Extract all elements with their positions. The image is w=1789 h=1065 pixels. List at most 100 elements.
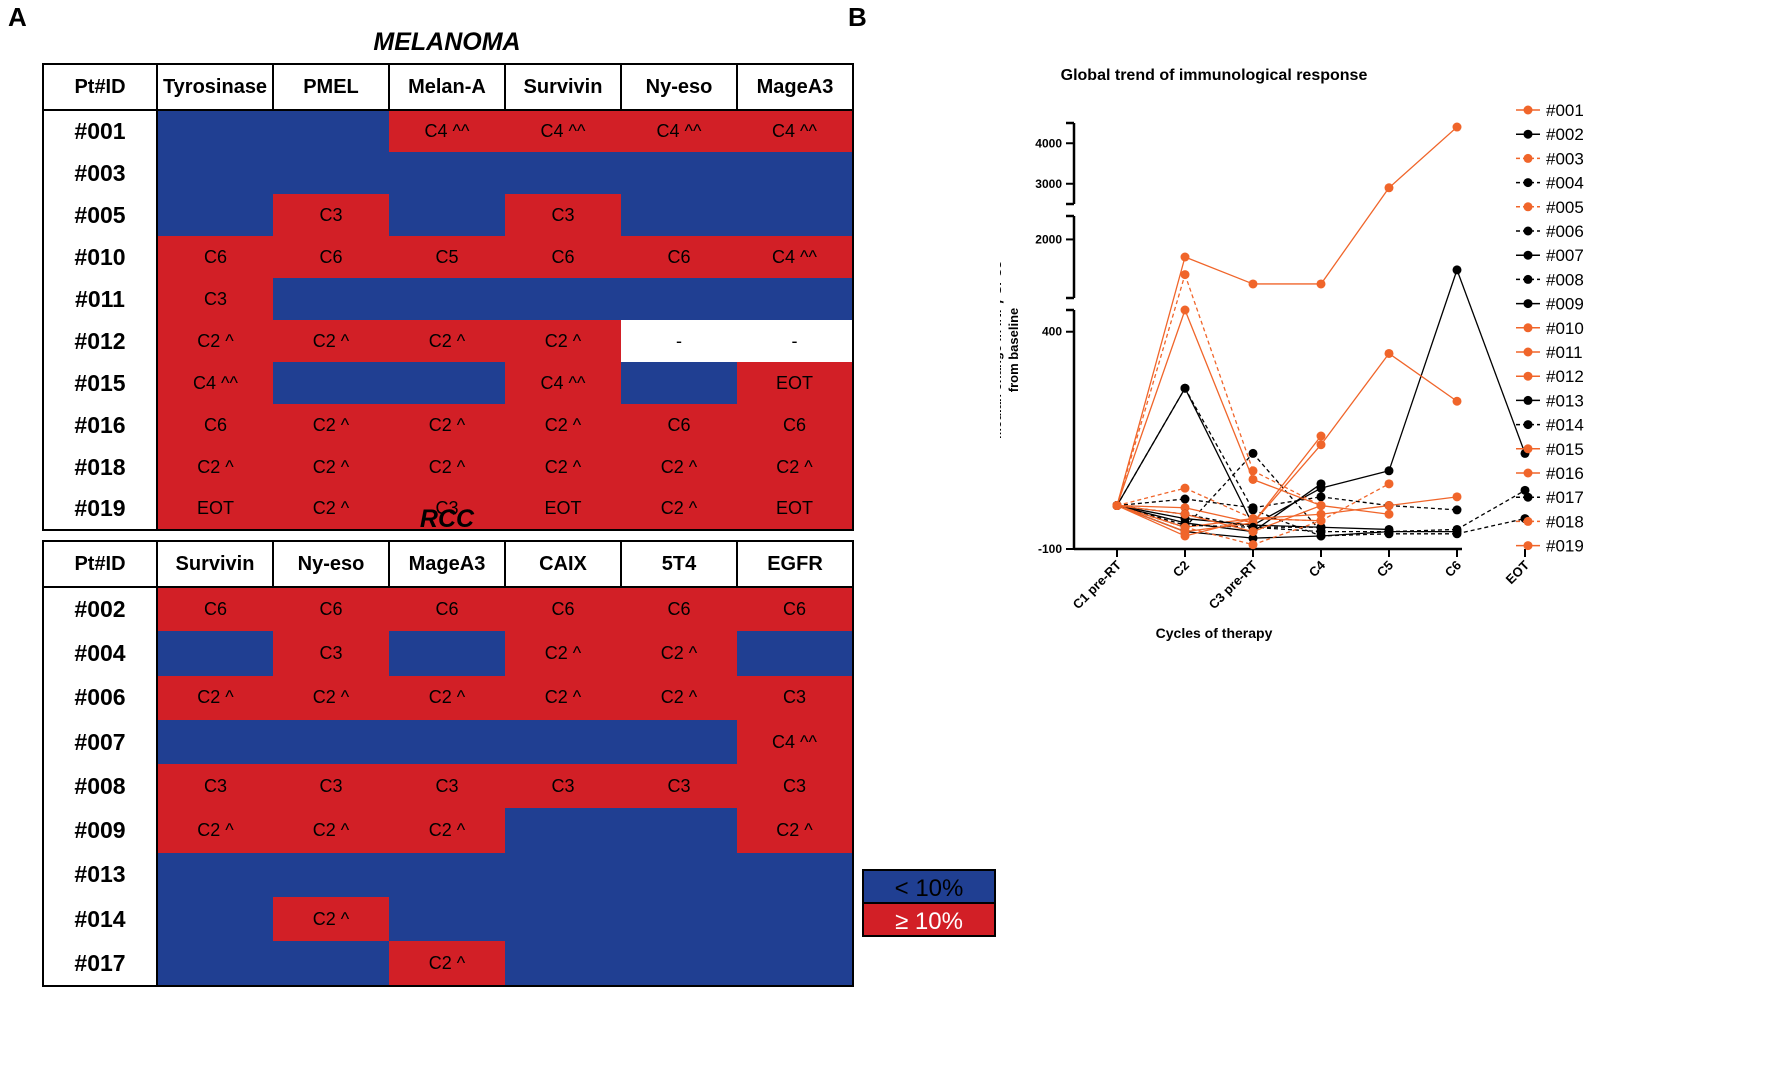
table-row: #012 C2 ^ C2 ^ C2 ^ C2 ^ - - — [42, 320, 854, 362]
series-line — [1116, 498, 1186, 507]
heat-cell: C6 — [621, 236, 737, 278]
series-line — [1320, 533, 1390, 537]
series-line — [1252, 526, 1322, 533]
heat-cell — [621, 278, 737, 320]
y-tick-label: 3000 — [1035, 177, 1062, 191]
heat-cell — [505, 278, 621, 320]
legend-marker — [1523, 516, 1533, 526]
heat-cell: C6 — [157, 587, 273, 632]
legend-marker — [1523, 420, 1533, 430]
data-point — [1180, 494, 1190, 504]
series-line — [1252, 520, 1322, 546]
heat-cell — [273, 110, 389, 152]
heat-cell — [737, 941, 854, 987]
data-point — [1316, 527, 1326, 537]
legend-label: #005 — [1546, 198, 1584, 217]
series-line — [1456, 489, 1526, 531]
heat-cell — [273, 719, 389, 765]
col-header: Melan-A — [388, 63, 506, 111]
data-point — [1452, 122, 1462, 132]
x-tick-label: C4 — [1306, 557, 1329, 580]
heat-cell — [621, 808, 737, 853]
table-row: #002 C6 C6 C6 C6 C6 C6 — [42, 587, 854, 632]
patient-id: #001 — [42, 110, 158, 152]
heat-cell: C2 ^ — [157, 446, 273, 488]
data-point — [1248, 533, 1258, 543]
heat-cell — [389, 278, 505, 320]
heat-cell — [157, 852, 273, 898]
series-line — [1184, 487, 1254, 520]
patient-id: #016 — [42, 404, 158, 446]
data-point — [1384, 479, 1394, 489]
patient-id: #017 — [42, 941, 158, 987]
data-point — [1384, 501, 1394, 511]
legend-label: #004 — [1546, 174, 1584, 193]
legend-marker — [1523, 153, 1533, 163]
series-line — [1320, 187, 1390, 285]
series-line — [1116, 309, 1186, 506]
heat-cell: C3 — [157, 764, 273, 809]
col-header: MageA3 — [736, 63, 854, 111]
heat-cell: EOT — [737, 362, 854, 404]
legend-label: #019 — [1546, 537, 1584, 556]
data-point — [1180, 531, 1190, 541]
table-row: #014 C2 ^ — [42, 897, 854, 942]
heat-cell: C2 ^ — [621, 631, 737, 676]
series-line — [1116, 387, 1186, 506]
heat-cell: C2 ^ — [737, 446, 854, 488]
heat-cell — [157, 719, 273, 765]
series-line — [1456, 269, 1526, 454]
series-line — [1456, 517, 1526, 535]
table-row: #006 C2 ^ C2 ^ C2 ^ C2 ^ C2 ^ C3 — [42, 675, 854, 720]
table-row: #011 C3 — [42, 278, 854, 320]
col-header: CAIX — [504, 540, 622, 588]
legend-label: #007 — [1546, 246, 1584, 265]
legend-label: #015 — [1546, 440, 1584, 459]
data-point — [1316, 501, 1326, 511]
heat-cell: C2 ^ — [389, 320, 505, 362]
table-row: #005 C3 C3 — [42, 194, 854, 236]
heat-cell — [389, 194, 505, 236]
data-point — [1452, 527, 1462, 537]
series-line — [1116, 504, 1186, 533]
series-line — [1252, 478, 1322, 507]
heat-cell — [621, 194, 737, 236]
legend-label: #012 — [1546, 367, 1584, 386]
heat-cell — [737, 852, 854, 898]
heat-cell: C4 ^^ — [505, 362, 621, 404]
series-line — [1320, 470, 1390, 489]
legend-label: #010 — [1546, 319, 1584, 338]
legend-label: #002 — [1546, 125, 1584, 144]
heat-cell: C5 — [389, 236, 505, 278]
heat-cell: C6 — [273, 236, 389, 278]
patient-id: #010 — [42, 236, 158, 278]
series-line — [1388, 352, 1458, 402]
data-point — [1248, 466, 1258, 476]
data-point — [1180, 252, 1190, 262]
series-line — [1184, 256, 1254, 285]
heat-cell: C3 — [621, 764, 737, 809]
patient-id: #006 — [42, 675, 158, 720]
series-line — [1252, 435, 1322, 524]
legend-marker — [1523, 371, 1533, 381]
heat-cell — [737, 194, 854, 236]
data-point — [1180, 383, 1190, 393]
heat-cell — [273, 152, 389, 194]
legend-label: #016 — [1546, 464, 1584, 483]
data-point — [1180, 270, 1190, 280]
heat-cell — [621, 941, 737, 987]
series-line — [1116, 487, 1186, 507]
heat-cell: C4 ^^ — [389, 110, 505, 152]
heat-cell: C6 — [389, 587, 505, 632]
heat-cell: C6 — [505, 587, 621, 632]
heat-cell: C2 ^ — [157, 808, 273, 853]
heat-cell: C2 ^ — [621, 675, 737, 720]
heat-cell: C6 — [505, 236, 621, 278]
data-point — [1248, 527, 1258, 537]
heat-cell: C6 — [273, 587, 389, 632]
melanoma-table: Pt#ID Tyrosinase PMEL Melan-A Survivin Ny-eso… — [42, 63, 854, 531]
series-line — [1184, 507, 1254, 524]
data-point — [1452, 492, 1462, 502]
legend-marker — [1523, 226, 1533, 236]
heat-cell: EOT — [157, 488, 273, 531]
